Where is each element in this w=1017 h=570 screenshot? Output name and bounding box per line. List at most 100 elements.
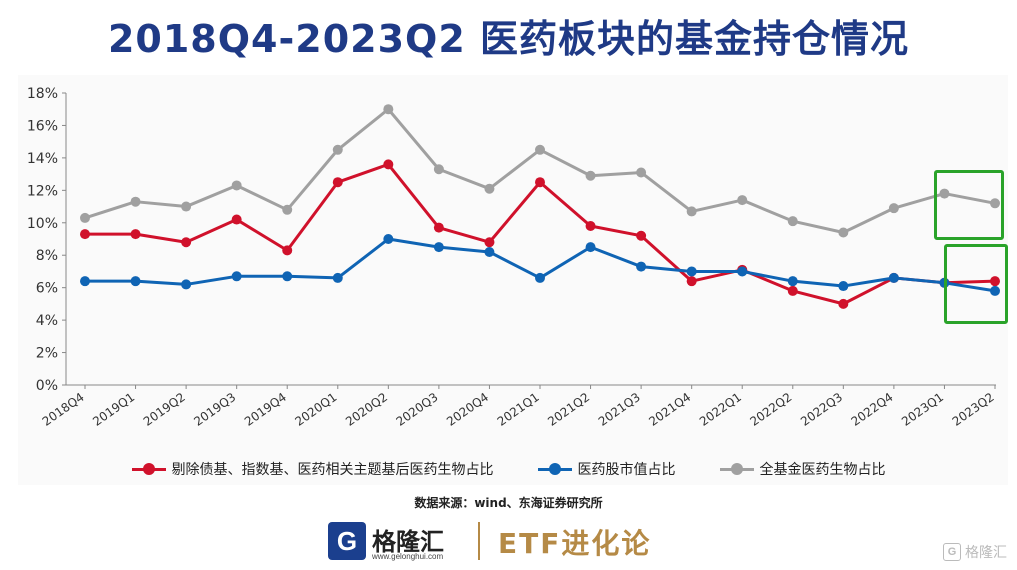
series-point-1 [484, 246, 495, 257]
x-tick-label: 2020Q4 [444, 390, 491, 429]
series-point-1 [80, 276, 90, 287]
etf-brand: ETF进化论 [498, 527, 652, 560]
watermark-icon: G [943, 543, 961, 561]
series-point-0 [636, 230, 647, 241]
series-point-0 [332, 177, 343, 188]
series-point-2 [484, 183, 495, 194]
series-point-0 [433, 222, 444, 233]
series-point-2 [939, 188, 950, 199]
x-tick-label: 2021Q3 [596, 390, 643, 429]
series-point-1 [990, 285, 1000, 296]
y-tick-label: 6% [36, 281, 58, 297]
y-tick-label: 12% [27, 183, 58, 199]
x-tick-label: 2022Q1 [697, 390, 744, 429]
series-point-1 [433, 242, 444, 253]
legend-item-red: 剔除债基、指数基、医药相关主题基后医药生物占比 [131, 459, 494, 479]
series-point-2 [433, 164, 444, 175]
series-point-2 [535, 144, 545, 155]
y-tick-label: 10% [27, 216, 58, 232]
series-point-2 [838, 227, 849, 238]
chart-area: 0% 2% 4% 6% 8% 10% 12% 14% 16% 18% 2018Q4 2019Q1 201… [18, 75, 1008, 485]
x-tick-label: 2019Q3 [191, 390, 238, 429]
x-tick-label: 2020Q3 [394, 390, 441, 429]
x-tick-label: 2021Q2 [545, 390, 592, 429]
series-point-2 [332, 144, 343, 155]
series-point-1 [888, 272, 899, 283]
series-point-1 [535, 272, 545, 283]
series-point-0 [990, 276, 1000, 287]
series-point-1 [585, 242, 596, 253]
series-point-0 [282, 245, 293, 256]
series-point-0 [686, 276, 697, 287]
x-tick-label: 2023Q2 [950, 390, 997, 429]
legend-label-red: 剔除债基、指数基、医药相关主题基后医药生物占比 [171, 462, 494, 478]
x-tick-label: 2022Q3 [798, 390, 845, 429]
series-point-2 [231, 180, 242, 191]
series-point-2 [737, 195, 748, 206]
gelonghui-logo-icon: G [328, 522, 366, 560]
legend-swatch-grey [719, 463, 754, 475]
series-point-0 [585, 221, 596, 232]
highlight-box-red-blue-lines [944, 244, 1008, 324]
highlight-box-grey-line [934, 170, 1004, 240]
series-point-0 [535, 177, 545, 188]
y-tick-label: 0% [36, 378, 58, 394]
series-point-1 [282, 271, 293, 282]
series-point-0 [181, 237, 192, 248]
series-point-2 [80, 212, 90, 223]
legend-label-blue: 医药股市值占比 [577, 462, 676, 478]
legend-swatch-red [131, 463, 166, 475]
logo-letter: G [336, 526, 358, 556]
x-tick-label: 2022Q4 [849, 390, 896, 429]
y-tick-label: 4% [36, 313, 58, 329]
x-tick-label: 2019Q4 [242, 390, 289, 429]
x-tick-label: 2020Q1 [292, 390, 339, 429]
series-point-0 [130, 229, 141, 240]
series-point-2 [585, 170, 596, 181]
series-point-1 [383, 234, 394, 244]
series-point-2 [130, 196, 141, 207]
legend-item-blue: 医药股市值占比 [537, 459, 676, 479]
x-tick-label: 2021Q4 [646, 390, 693, 429]
series-point-1 [787, 276, 798, 287]
logo-url: www.gelonghui.com [372, 552, 444, 561]
series-point-0 [231, 214, 242, 225]
footer-divider [478, 522, 480, 560]
series-point-0 [484, 237, 495, 248]
y-tick-label: 14% [27, 151, 58, 167]
data-source: 数据来源：wind、东海证券研究所 [414, 496, 603, 510]
series-point-0 [383, 159, 394, 170]
series-point-1 [686, 266, 697, 277]
series-point-2 [990, 198, 1000, 209]
x-tick-label: 2019Q1 [90, 390, 137, 429]
x-tick-label: 2021Q1 [495, 390, 542, 429]
y-tick-label: 16% [27, 118, 58, 134]
legend-item-grey: 全基金医药生物占比 [719, 459, 886, 479]
series-line-2 [84, 107, 996, 235]
legend-label-grey: 全基金医药生物占比 [759, 462, 886, 478]
series-point-0 [838, 298, 849, 309]
series-point-1 [231, 271, 242, 282]
series-point-2 [181, 201, 192, 212]
series-point-2 [383, 104, 394, 115]
series-point-2 [686, 206, 697, 217]
watermark: G 格隆汇 [943, 542, 1007, 562]
y-tick-label: 18% [27, 86, 58, 102]
series-point-2 [282, 204, 293, 215]
x-tick-label: 2018Q4 [40, 390, 87, 429]
series-point-1 [130, 276, 141, 287]
logo-name: 格隆汇 [372, 528, 444, 556]
x-tick-label: 2020Q2 [343, 390, 390, 429]
series-point-0 [787, 285, 798, 296]
series-line-1 [85, 237, 996, 293]
x-tick-label: 2022Q2 [747, 390, 794, 429]
series-point-1 [181, 279, 192, 290]
series-point-2 [787, 216, 798, 227]
y-tick-label: 8% [36, 248, 58, 264]
footer: G 格隆汇 www.gelonghui.com ETF进化论 [0, 512, 1017, 570]
line-chart: 0%2%4%6%8%10%12%14%16%18%2018Q4 2019Q1 201… [27, 86, 1000, 429]
legend: 剔除债基、指数基、医药相关主题基后医药生物占比 医药股市值占比 全基金医药生物占… [0, 459, 1017, 479]
series-point-1 [737, 266, 748, 277]
series-point-1 [332, 272, 343, 283]
legend-swatch-blue [537, 463, 572, 475]
